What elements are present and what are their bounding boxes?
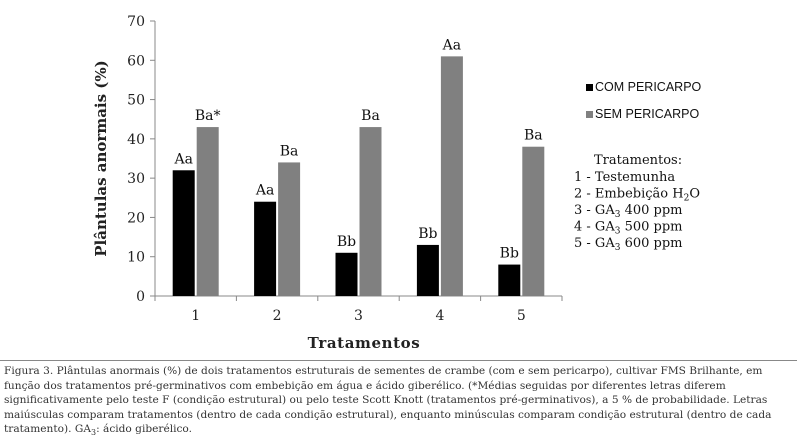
legend-label: SEM PERICARPO — [595, 107, 699, 121]
bar-sem-pericarpo — [522, 146, 545, 296]
x-axis: 1 2 3 4 5 — [154, 295, 563, 324]
treatment-item: 5 - GA3 600 ppm — [574, 236, 683, 253]
bar-letter-label: Bb — [500, 246, 519, 262]
treatment-item: 1 - Testemunha — [574, 170, 675, 185]
y-tick-label: 70 — [127, 14, 145, 30]
bar-sem-pericarpo — [440, 56, 463, 296]
y-axis-title: Plântulas anormais (%) — [92, 60, 110, 256]
treatments-legend: Tratamentos: 1 - Testemunha 2 - Embebição … — [574, 153, 700, 253]
bar-sem-pericarpo — [278, 162, 301, 296]
bar-com-pericarpo — [416, 244, 439, 296]
x-tick-label: 4 — [435, 308, 444, 324]
legend-swatch — [586, 111, 593, 118]
caption-text: Figura 3. Plântulas anormais (%) de dois… — [4, 365, 772, 435]
bar-letter-label: Ba* — [195, 108, 221, 124]
bar-letter-labels: Aa Ba* Aa Ba Bb Ba Bb Aa Bb Ba — [173, 37, 542, 261]
y-tick-label: 30 — [127, 171, 145, 187]
y-tick-label: 10 — [127, 250, 145, 266]
caption-text-end: : ácido giberélico. — [96, 423, 192, 435]
bar-sem-pericarpo — [359, 127, 382, 296]
y-tick-label: 40 — [127, 132, 145, 148]
treatment-item: 4 - GA3 500 ppm — [574, 220, 683, 237]
treatment-item: 3 - GA3 400 ppm — [574, 203, 683, 220]
bar-letter-label: Bb — [418, 226, 437, 242]
x-tick-label: 5 — [517, 308, 526, 324]
bar-com-pericarpo — [172, 170, 195, 296]
bar-chart: 0 10 20 30 40 50 60 70 1 2 3 4 5 Aa Ba* Aa Ba Bb Ba Bb Aa B… — [92, 14, 702, 352]
figure-caption: Figura 3. Plântulas anormais (%) de dois… — [4, 364, 794, 441]
y-tick-label: 0 — [136, 289, 145, 305]
bar-letter-label: Bb — [337, 234, 356, 250]
legend-label: COM PERICARPO — [595, 80, 702, 94]
x-tick-label: 1 — [191, 308, 200, 324]
bar-com-pericarpo — [254, 201, 277, 296]
y-tick-label: 60 — [127, 53, 145, 69]
bar-letter-label: Ba — [361, 108, 380, 124]
bar-letter-label: Ba — [524, 128, 543, 144]
treatments-title: Tratamentos: — [594, 153, 682, 168]
y-axis: 0 10 20 30 40 50 60 70 — [127, 14, 156, 305]
bar-letter-label: Aa — [255, 183, 274, 199]
bar-letter-label: Aa — [442, 37, 461, 53]
caption-sub: 3 — [90, 428, 97, 438]
treatment-item: 2 - Embebição H2O — [574, 187, 700, 204]
x-tick-label: 3 — [354, 308, 363, 324]
bar-letter-label: Aa — [173, 151, 192, 167]
y-tick-label: 50 — [127, 93, 145, 109]
legend-swatch — [586, 84, 593, 91]
bar-letter-label: Ba — [280, 143, 299, 159]
x-axis-title: Tratamentos — [308, 334, 421, 352]
bars — [172, 56, 545, 296]
x-tick-label: 2 — [273, 308, 282, 324]
bar-sem-pericarpo — [196, 127, 219, 296]
bar-com-pericarpo — [498, 264, 521, 296]
y-tick-label: 20 — [127, 210, 145, 226]
bar-com-pericarpo — [335, 252, 358, 296]
legend: COM PERICARPO SEM PERICARPO — [586, 80, 702, 121]
caption-divider — [0, 360, 797, 361]
